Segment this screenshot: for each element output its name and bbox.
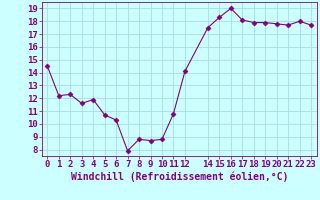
X-axis label: Windchill (Refroidissement éolien,°C): Windchill (Refroidissement éolien,°C) [70,172,288,182]
